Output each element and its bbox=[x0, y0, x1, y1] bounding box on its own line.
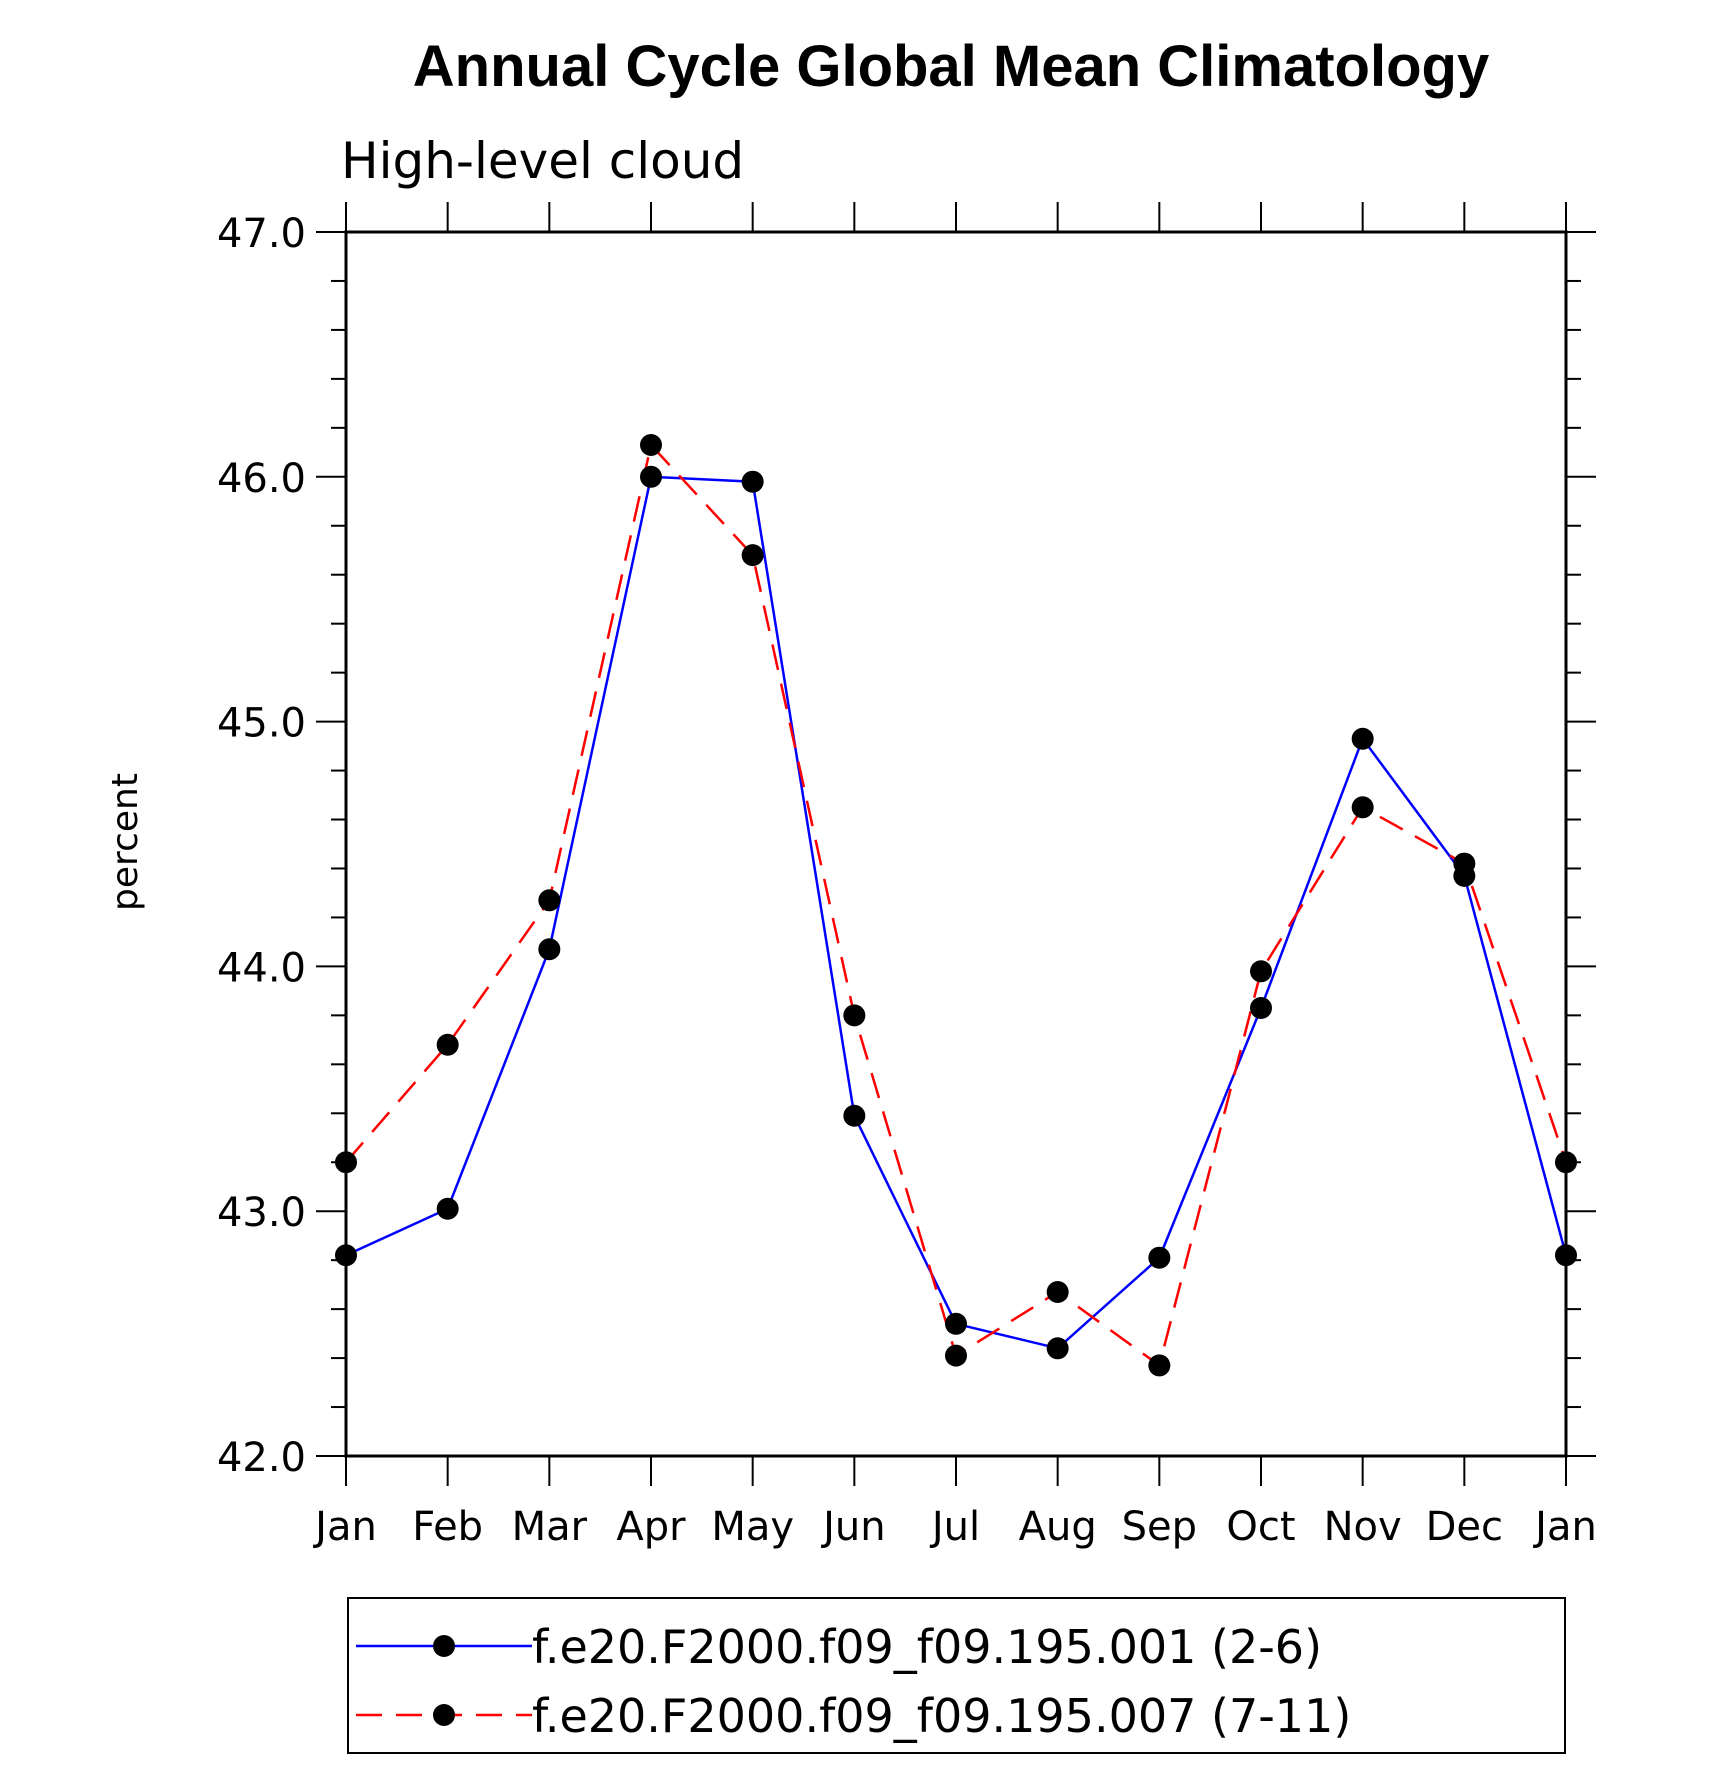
series-2-point bbox=[640, 433, 662, 456]
series-1-point bbox=[945, 1312, 967, 1335]
series-2-point bbox=[335, 1151, 357, 1174]
chart-title: Annual Cycle Global Mean Climatology bbox=[413, 34, 1489, 99]
x-tick-label: Apr bbox=[616, 1504, 686, 1550]
plot-frame bbox=[344, 230, 1568, 1458]
series-line-2 bbox=[345, 442, 1568, 1368]
y-tick-labels: 42.0 43.0 44.0 45.0 46.0 47.0 bbox=[217, 211, 306, 1481]
series-2-point bbox=[741, 544, 764, 567]
y-tick-label: 47.0 bbox=[217, 211, 306, 257]
series-lines bbox=[345, 442, 1568, 1368]
y-tick-label: 43.0 bbox=[217, 1190, 306, 1236]
series-1-point bbox=[1148, 1246, 1171, 1269]
series-1-point bbox=[741, 470, 764, 493]
plot-border bbox=[344, 230, 1568, 1458]
axis-ticks bbox=[316, 202, 1596, 1486]
legend-label-1: f.e20.F2000.f09_f09.195.001 (2-6) bbox=[532, 1620, 1322, 1674]
x-tick-label: Jun bbox=[820, 1504, 886, 1550]
legend-box bbox=[347, 1597, 1566, 1754]
series-1-point bbox=[1555, 1244, 1577, 1267]
series-2-point bbox=[1555, 1151, 1577, 1174]
series-2-point bbox=[843, 1004, 866, 1027]
series-2-point bbox=[1250, 960, 1272, 983]
series-1-point bbox=[538, 938, 561, 961]
series-line-1 bbox=[345, 475, 1568, 1350]
x-tick-label: Nov bbox=[1324, 1504, 1402, 1550]
series-1-point bbox=[335, 1244, 357, 1267]
x-tick-label: Jul bbox=[929, 1504, 980, 1550]
series-markers bbox=[335, 433, 1577, 1377]
legend-label-2: f.e20.F2000.f09_f09.195.007 (7-11) bbox=[532, 1689, 1351, 1743]
series-2-point bbox=[1046, 1280, 1069, 1303]
x-tick-label: May bbox=[711, 1504, 794, 1550]
x-tick-label: Jan bbox=[1532, 1504, 1597, 1550]
x-tick-label: Dec bbox=[1426, 1504, 1503, 1550]
series-2-point bbox=[436, 1033, 459, 1056]
y-tick-label: 46.0 bbox=[217, 456, 306, 502]
series-2-point bbox=[1351, 796, 1374, 819]
series-2-point bbox=[538, 889, 561, 912]
series-1-point bbox=[1250, 997, 1272, 1020]
x-tick-label: Oct bbox=[1226, 1504, 1295, 1550]
x-tick-label: Sep bbox=[1122, 1504, 1197, 1550]
x-tick-labels: Jan Feb Mar Apr May Jun Jul Aug Sep Oct Nov Dec Jan bbox=[312, 1504, 1597, 1550]
y-axis-label: percent bbox=[105, 773, 146, 911]
series-1-point bbox=[640, 465, 662, 488]
series-2-point bbox=[1148, 1354, 1171, 1377]
series-2-point bbox=[1453, 852, 1476, 875]
series-1-point bbox=[1351, 727, 1374, 750]
y-tick-label: 44.0 bbox=[217, 945, 306, 991]
y-tick-label: 42.0 bbox=[217, 1435, 306, 1481]
chart-subtitle: High-level cloud bbox=[341, 132, 744, 190]
series-2-point bbox=[945, 1344, 967, 1367]
legend-marker-1 bbox=[433, 1635, 455, 1657]
legend: f.e20.F2000.f09_f09.195.001 (2-6) f.e20.F… bbox=[347, 1597, 1566, 1754]
series-1-point bbox=[843, 1104, 866, 1127]
x-tick-label: Aug bbox=[1019, 1504, 1097, 1550]
series-1-point bbox=[436, 1197, 459, 1220]
y-tick-label: 45.0 bbox=[217, 701, 306, 747]
series-1-point bbox=[1046, 1337, 1069, 1360]
legend-marker-2 bbox=[433, 1704, 455, 1726]
x-tick-label: Mar bbox=[512, 1504, 588, 1550]
x-tick-label: Feb bbox=[412, 1504, 483, 1550]
x-tick-label: Jan bbox=[312, 1504, 377, 1550]
